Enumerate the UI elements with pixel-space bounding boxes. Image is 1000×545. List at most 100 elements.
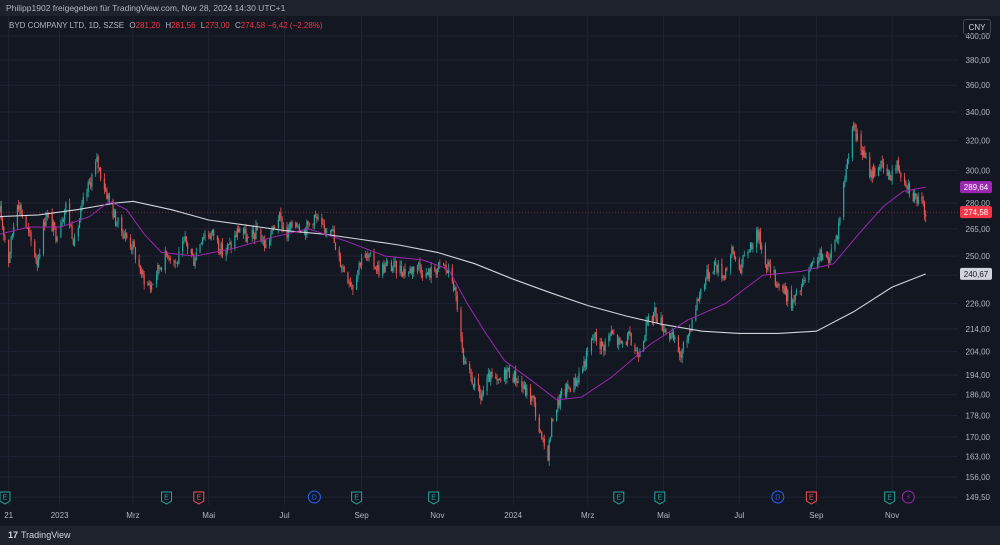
price-axis: 400,00 380,00 360,00 340,00 320,00 300,00 280,… [966,32,991,502]
candle-body [51,213,53,232]
candle-body [436,268,438,275]
event-marker-earnings [161,491,173,505]
candle-body [303,230,306,233]
candle-body [124,233,127,237]
candle-body [861,150,863,156]
candle-body [804,280,806,281]
candle-body [843,182,845,218]
candle-body [751,243,753,249]
event-marker-label: E [3,495,8,502]
attribution-bar: Philipp1902 freigegeben für TradingView.… [0,0,1000,16]
candle-body [794,294,796,301]
candle-body [697,299,699,301]
candle-body [164,250,166,271]
candle-body [11,234,14,237]
candle-body [758,231,760,240]
candle-body [669,332,671,339]
candle-body [209,236,211,239]
candle-body [835,235,837,240]
candle-body [610,330,612,336]
currency-button[interactable]: CNY [963,19,991,35]
close-value: 274,58 [240,21,266,30]
candle-body [752,247,754,249]
candle-body [465,361,467,365]
price-tick-label: 400,00 [966,32,991,41]
candle-body [567,384,569,389]
candle-body [618,338,620,345]
candle-body [451,268,453,282]
time-tick-label: Sep [809,511,824,520]
candle-body [923,202,926,215]
candle-body [636,350,639,357]
candle-body [784,286,786,295]
candle-body [488,373,491,382]
candle-body [68,203,71,225]
candle-body [384,264,386,273]
candle-body [342,266,344,268]
event-marker-dividend [307,490,321,504]
candle-body [917,196,919,204]
candle-body [756,229,758,248]
candle-body [160,268,163,271]
candle-body [306,221,308,236]
price-tick-label: 250,00 [966,252,991,261]
candle-body [691,319,693,331]
candle-body [575,380,578,386]
candle-body [18,205,20,210]
candle-body [717,263,719,273]
candle-body [595,332,598,342]
price-tick-label: 226,00 [966,299,991,308]
candle-body [655,307,657,320]
price-tick-label: 280,00 [966,199,991,208]
candle-body [812,262,814,264]
candle-body [800,286,803,292]
candle-body [0,205,2,220]
event-marker-earnings [428,491,440,505]
candle-body [272,226,274,228]
candle-body [686,340,688,343]
candle-body [312,223,314,226]
candle-body [81,203,83,210]
candle-body [565,384,568,396]
candle-body [131,247,133,250]
event-marker-label: E [196,495,201,502]
candle-body [470,369,472,377]
candle-body [395,260,397,274]
candle-body [308,223,310,225]
candle-body [132,241,134,250]
candle-body [123,236,125,239]
candle-body [829,257,831,264]
candle-body [594,332,596,337]
candle-body [705,278,707,286]
candle-body [329,230,332,232]
candle-body [512,377,514,383]
candle-body [374,266,376,269]
candle-body [590,339,593,352]
candle-body [365,254,368,256]
candle-body [748,251,750,253]
candle-body [280,212,282,218]
candle-body [134,247,137,260]
candle-body [602,341,604,346]
candle-body [439,262,441,264]
candle-body [628,331,630,335]
candle-body [768,261,770,265]
candle-body [183,240,185,242]
candle-body [630,333,632,345]
candle-body [808,270,810,281]
candle-body [193,254,195,266]
candle-body [296,222,298,227]
candle-body [282,226,284,229]
candle-body [895,168,897,171]
candle-body [211,229,214,234]
candle-body [316,216,318,220]
footer-bar: 17 TradingView [0,526,1000,545]
candle-body [108,194,110,201]
candle-body [382,264,384,276]
candle-body [464,361,466,363]
candle-body [819,249,821,258]
candle-body [524,384,527,396]
candle-body [315,215,317,217]
candle-body [177,262,179,264]
